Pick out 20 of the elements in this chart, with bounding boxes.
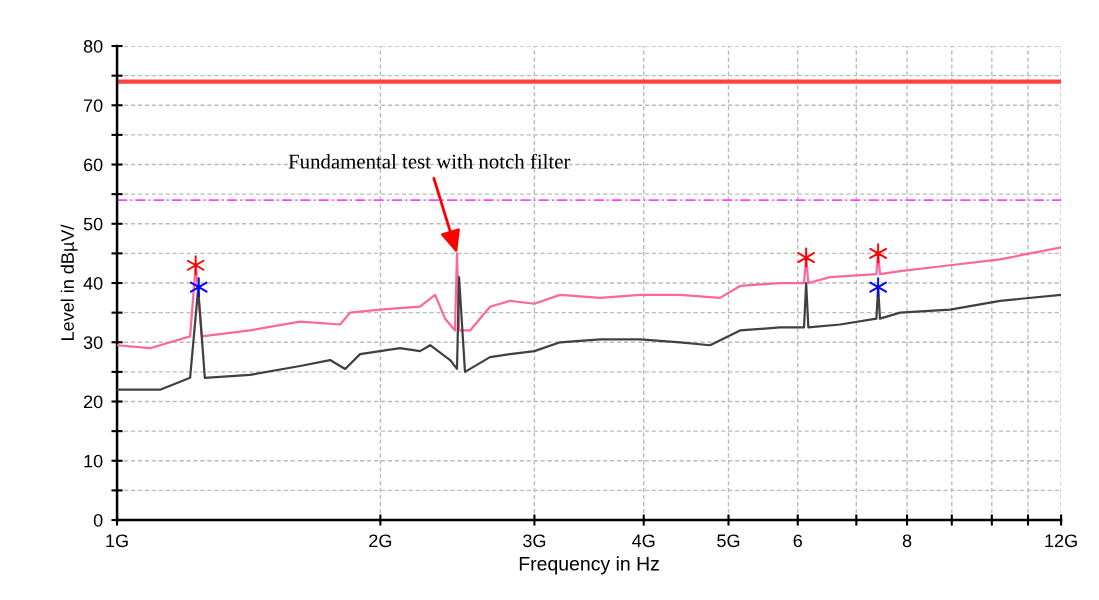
y-tick-label: 20 (83, 395, 103, 409)
x-tick-label: 3G (523, 534, 546, 548)
x-tick-label: 2G (369, 534, 392, 548)
x-tick-label: 12G (1045, 534, 1077, 548)
annotation: Fundamental test with notch filter (288, 153, 571, 169)
x-tick-label: 6 (793, 534, 802, 548)
y-axis-title: Level in dBµV/ (60, 224, 78, 340)
x-tick-label: 1G (106, 534, 128, 548)
x-tick-label: 8 (902, 534, 912, 548)
y-tick-label: 50 (83, 217, 103, 231)
x-tick-label: 5G (717, 534, 740, 548)
x-tick-label: 4G (632, 534, 655, 548)
y-tick-label: 70 (84, 99, 103, 112)
y-tick-label: 40 (83, 276, 103, 290)
x-axis-title: Frequency in Hz (519, 556, 659, 575)
y-tick-label: 0 (93, 513, 103, 527)
y-tick-label: 80 (83, 39, 103, 53)
y-tick-label: 60 (83, 158, 103, 172)
y-tick-label: 30 (83, 336, 103, 349)
y-tick-label: 10 (84, 454, 103, 468)
